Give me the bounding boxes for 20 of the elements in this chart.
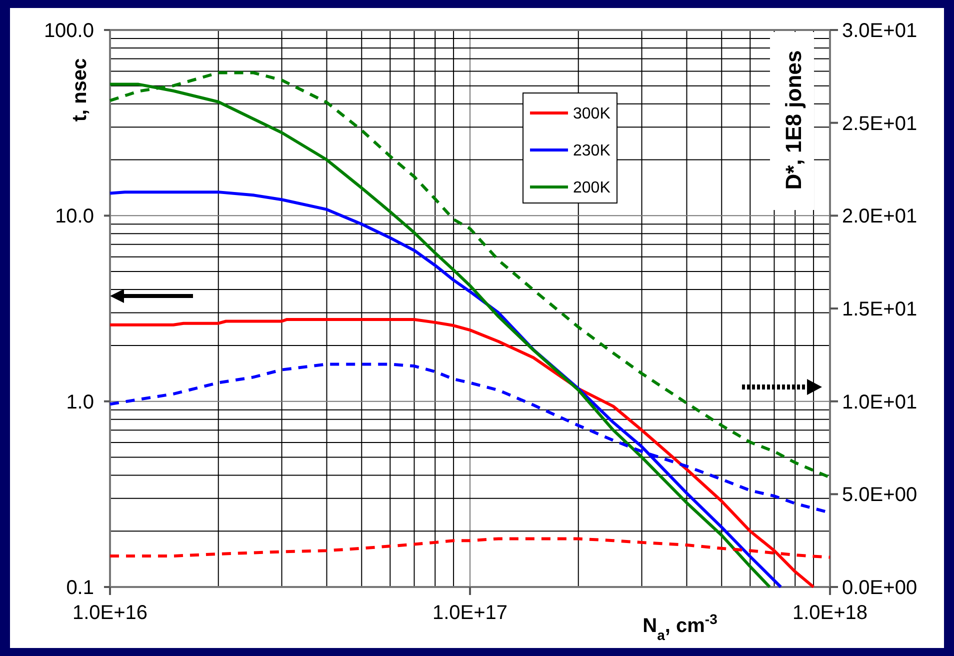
x-tick-label: 1.0E+18: [792, 602, 868, 624]
y-tick-label: 100.0: [44, 20, 94, 42]
y-tick-label: 10.0: [55, 206, 94, 228]
legend-label: 300K: [573, 106, 611, 123]
y2-tick-label: 1.0E+01: [842, 391, 918, 414]
x-tick-label: 1.0E+17: [432, 602, 508, 624]
y2-tick-label: 2.0E+01: [842, 206, 918, 228]
y2-tick-label: 2.5E+01: [842, 112, 918, 135]
y2-axis-title: D*, 1E8 jones: [781, 50, 806, 190]
y2-tick-label: 0.0E+00: [842, 577, 918, 599]
x-axis-title: N$_{a}$, cm$^{-3}$: [642, 611, 718, 643]
y-tick-label: 0.1: [66, 577, 94, 599]
y-tick-label: 1.0: [66, 391, 94, 414]
y-axis-title: t, nsec: [69, 58, 91, 122]
legend-label: 200K: [573, 180, 611, 197]
legend-label: 230K: [573, 142, 611, 160]
y2-tick-label: 1.5E+01: [842, 298, 918, 320]
y2-tick-label: 3.0E+01: [842, 20, 918, 42]
x-tick-label: 1.0E+16: [72, 602, 148, 624]
y2-tick-label: 5.0E+00: [842, 484, 918, 506]
